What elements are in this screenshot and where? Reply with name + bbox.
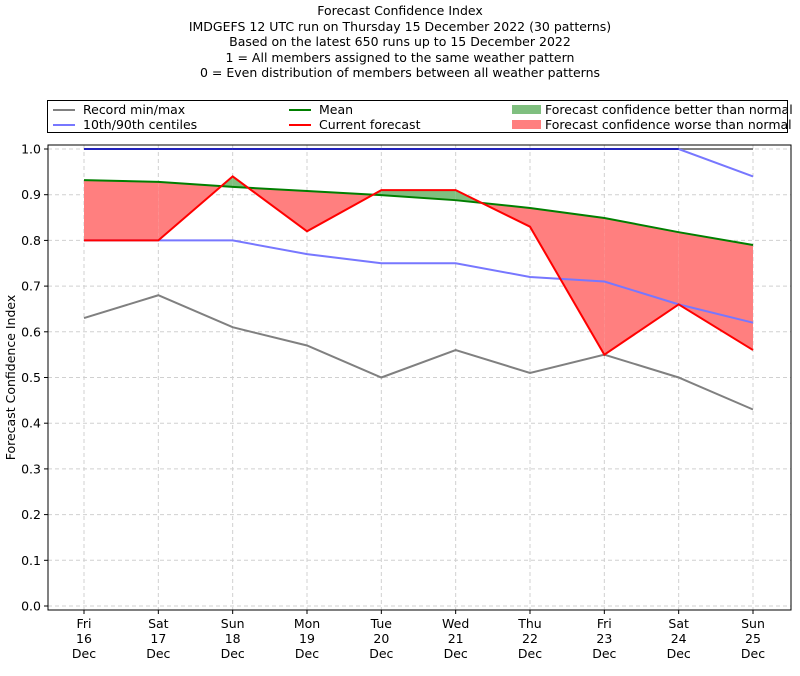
y-tick-label: 0.6 xyxy=(21,324,41,339)
x-tick-label: Sat xyxy=(148,616,169,631)
x-tick-label: 21 xyxy=(448,631,464,646)
fill-worse-than-normal xyxy=(530,207,605,355)
x-tick-label: Sun xyxy=(741,616,765,631)
x-tick-label: 19 xyxy=(299,631,315,646)
x-tick-label: Fri xyxy=(77,616,92,631)
x-tick-label: Dec xyxy=(369,646,393,661)
x-tick-label: Dec xyxy=(72,646,96,661)
legend-item-centiles: 10th/90th centiles xyxy=(53,117,197,132)
fill-better-than-normal xyxy=(381,190,456,201)
x-tick-label: 25 xyxy=(745,631,761,646)
legend-item-mean: Mean xyxy=(289,102,353,117)
fill-worse-than-normal xyxy=(84,180,159,241)
x-tick-label: Dec xyxy=(444,646,468,661)
x-tick-label: Thu xyxy=(517,616,541,631)
x-tick-label: Tue xyxy=(370,616,393,631)
series-10th-centile xyxy=(84,239,754,324)
legend-label-better: Forecast confidence better than normal xyxy=(545,102,793,117)
chart-title-block: Forecast Confidence Index IMDGEFS 12 UTC… xyxy=(0,3,800,81)
chart-legend: Record min/max 10th/90th centiles Mean C… xyxy=(47,100,793,133)
x-tick-label: Sun xyxy=(221,616,245,631)
x-tick-label: Dec xyxy=(667,646,691,661)
y-tick-label: 0.7 xyxy=(21,279,41,294)
legend-label-centiles: 10th/90th centiles xyxy=(83,117,198,132)
legend-label-current: Current forecast xyxy=(319,117,421,132)
legend-item-current: Current forecast xyxy=(289,117,420,132)
x-tick-label: Dec xyxy=(741,646,765,661)
tick-layer: 0.00.10.20.30.40.50.60.70.80.91.0Fri16De… xyxy=(21,142,765,662)
y-tick-label: 0.4 xyxy=(21,416,41,431)
fill-worse-than-normal xyxy=(678,232,753,351)
series-90th-centile xyxy=(84,148,754,178)
chart-subtitle-line-1: IMDGEFS 12 UTC run on Thursday 15 Decemb… xyxy=(188,18,612,34)
x-tick-label: Fri xyxy=(597,616,612,631)
x-tick-label: 22 xyxy=(522,631,538,646)
x-tick-label: Sat xyxy=(668,616,689,631)
x-tick-label: Dec xyxy=(592,646,616,661)
y-tick-label: 0.9 xyxy=(21,187,41,202)
chart-title: Forecast Confidence Index xyxy=(317,3,483,18)
x-tick-label: Dec xyxy=(295,646,319,661)
x-tick-label: Dec xyxy=(221,646,245,661)
legend-swatch-better xyxy=(512,105,541,114)
x-tick-label: 17 xyxy=(150,631,166,646)
chart-subtitle-line-2: Based on the latest 650 runs up to 15 De… xyxy=(229,34,571,50)
legend-item-better: Forecast confidence better than normal xyxy=(512,102,793,117)
chart-subtitle-line-3: 1 = All members assigned to the same wea… xyxy=(225,49,575,65)
x-tick-label: 23 xyxy=(596,631,612,646)
x-tick-label: 20 xyxy=(373,631,389,646)
fill-worse-than-normal xyxy=(604,218,679,355)
legend-label-mean: Mean xyxy=(319,102,354,117)
series-mean xyxy=(83,179,754,246)
y-tick-label: 0.8 xyxy=(21,233,41,248)
line-layer xyxy=(83,148,754,411)
series-record-min xyxy=(83,294,754,411)
legend-label-worse: Forecast confidence worse than normal xyxy=(545,117,792,132)
legend-swatch-record xyxy=(53,108,75,111)
legend-swatch-mean xyxy=(289,108,311,111)
y-tick-label: 0.5 xyxy=(21,370,41,385)
y-tick-label: 0.2 xyxy=(21,507,41,522)
fill-layer xyxy=(84,176,753,355)
legend-item-record: Record min/max xyxy=(53,102,185,117)
legend-swatch-current xyxy=(289,123,311,126)
chart-subtitle-line-4: 0 = Even distribution of members between… xyxy=(199,65,601,81)
y-tick-label: 0.0 xyxy=(21,599,41,614)
x-tick-label: 16 xyxy=(76,631,92,646)
y-tick-label: 1.0 xyxy=(21,142,41,157)
x-tick-label: 24 xyxy=(671,631,687,646)
y-tick-label: 0.3 xyxy=(21,461,41,476)
x-tick-label: Wed xyxy=(442,616,469,631)
x-tick-label: Dec xyxy=(518,646,542,661)
y-axis-label: Forecast Confidence Index xyxy=(3,295,18,461)
y-tick-label: 0.1 xyxy=(21,553,41,568)
legend-label-record: Record min/max xyxy=(83,102,186,117)
legend-swatch-worse xyxy=(512,120,541,129)
legend-swatch-centiles xyxy=(53,123,75,126)
x-tick-label: 18 xyxy=(225,631,241,646)
x-tick-label: Mon xyxy=(294,616,320,631)
series-current-forecast xyxy=(84,175,754,357)
x-tick-label: Dec xyxy=(146,646,170,661)
legend-item-worse: Forecast confidence worse than normal xyxy=(512,117,792,132)
